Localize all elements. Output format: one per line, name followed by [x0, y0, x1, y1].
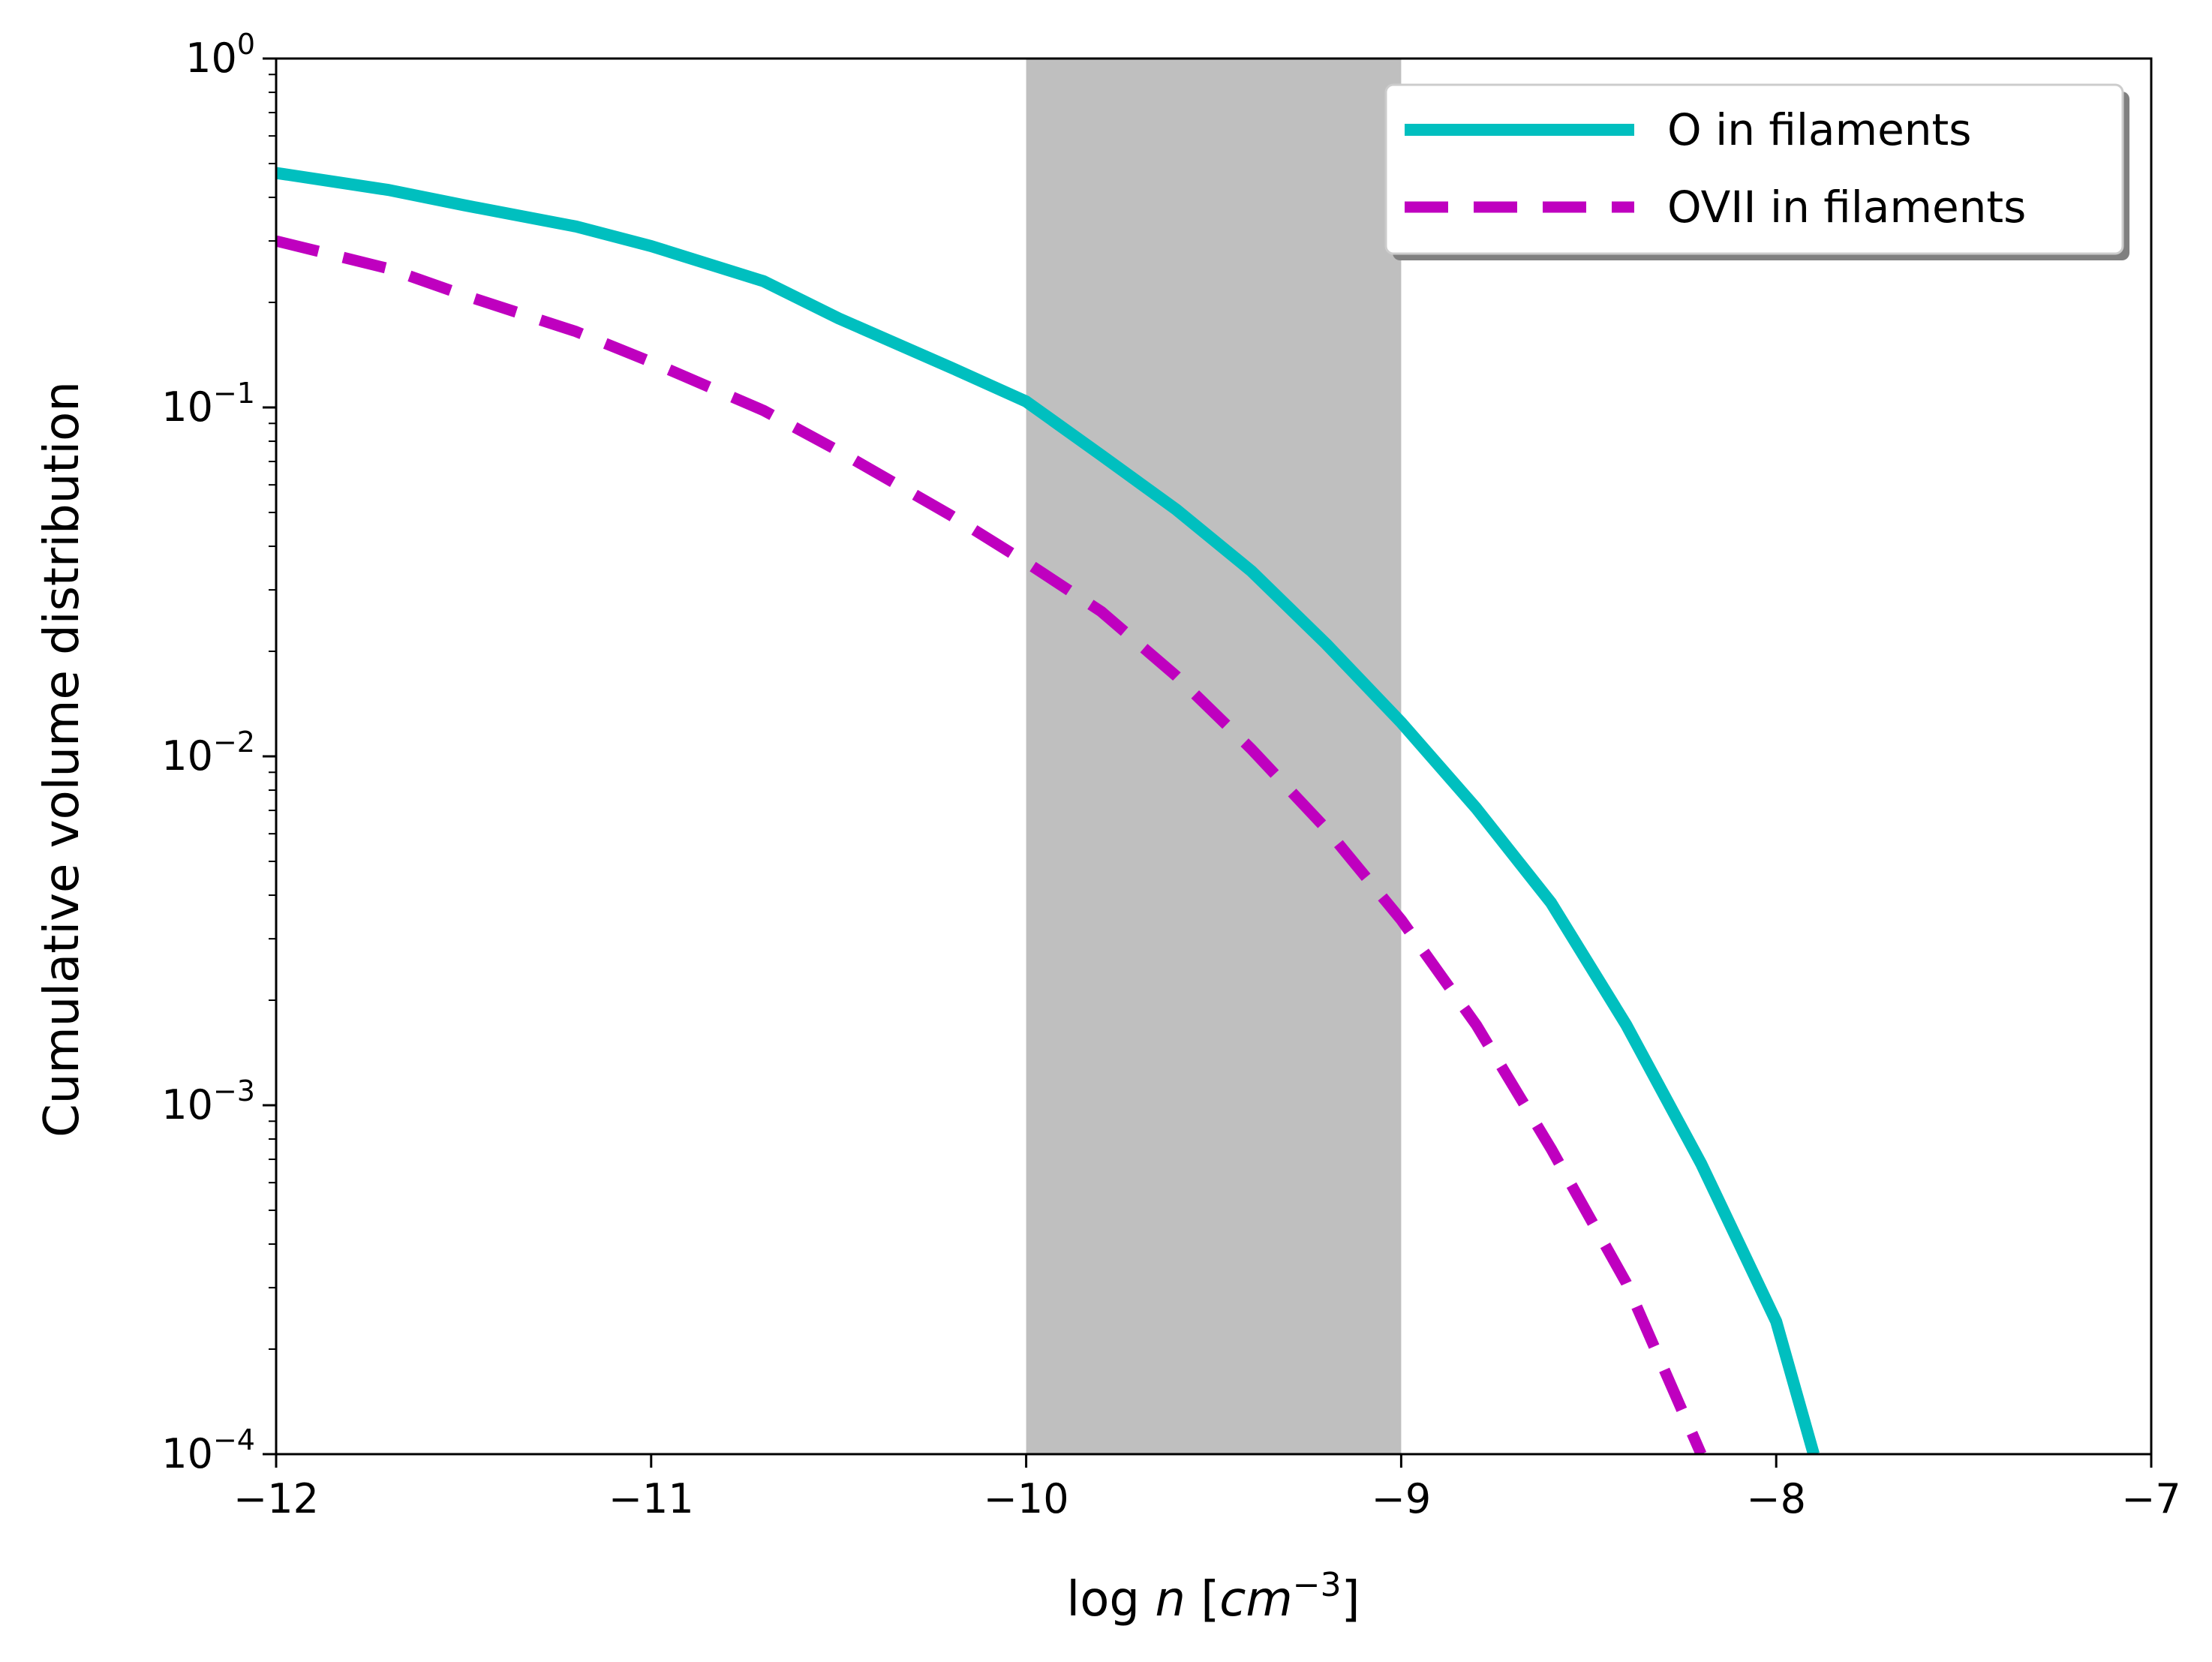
shaded-region — [1026, 59, 1402, 1454]
legend-label-2: OVII in filaments — [1667, 182, 2026, 233]
y-tick-label-5: 10−4 — [161, 1423, 255, 1477]
x-tick-label-1: −12 — [233, 1475, 319, 1522]
x-axis-label-prefix: log — [1066, 1572, 1155, 1627]
x-axis-label-unit: cm — [1219, 1572, 1293, 1627]
x-tick-label-6: −7 — [2121, 1475, 2181, 1522]
x-axis-label: log n [cm−3] — [1066, 1566, 1360, 1627]
series-group — [276, 167, 1820, 1454]
series-line-2 — [276, 235, 1707, 1454]
legend: O in filaments OVII in filaments — [1384, 83, 2129, 260]
legend-label-1: O in filaments — [1667, 104, 1972, 155]
series-line-1 — [276, 167, 1820, 1454]
y-axis-label: Cumulative volume distribution — [35, 381, 90, 1138]
x-axis-label-close: ] — [1342, 1572, 1360, 1627]
y-tick-label-2: 10−1 — [161, 377, 255, 431]
x-tick-label-3: −10 — [984, 1475, 1069, 1522]
y-tick-label-4: 10−3 — [161, 1074, 255, 1129]
x-tick-label-4: −9 — [1372, 1475, 1432, 1522]
plot-area — [1026, 59, 1402, 1454]
x-axis-label-open: [ — [1186, 1572, 1219, 1627]
x-axis-label-variable: n — [1155, 1572, 1186, 1627]
x-tick-label-5: −8 — [1746, 1475, 1806, 1522]
x-tick-label-2: −11 — [609, 1475, 694, 1522]
axes: −12 −11 −10 −9 −8 −7 100 10−1 10−2 10−3 10−4 — [161, 28, 2181, 1522]
y-tick-label-3: 10−2 — [161, 726, 255, 780]
x-axis-label-exponent: −3 — [1293, 1566, 1342, 1604]
y-tick-label-1: 100 — [185, 28, 255, 82]
